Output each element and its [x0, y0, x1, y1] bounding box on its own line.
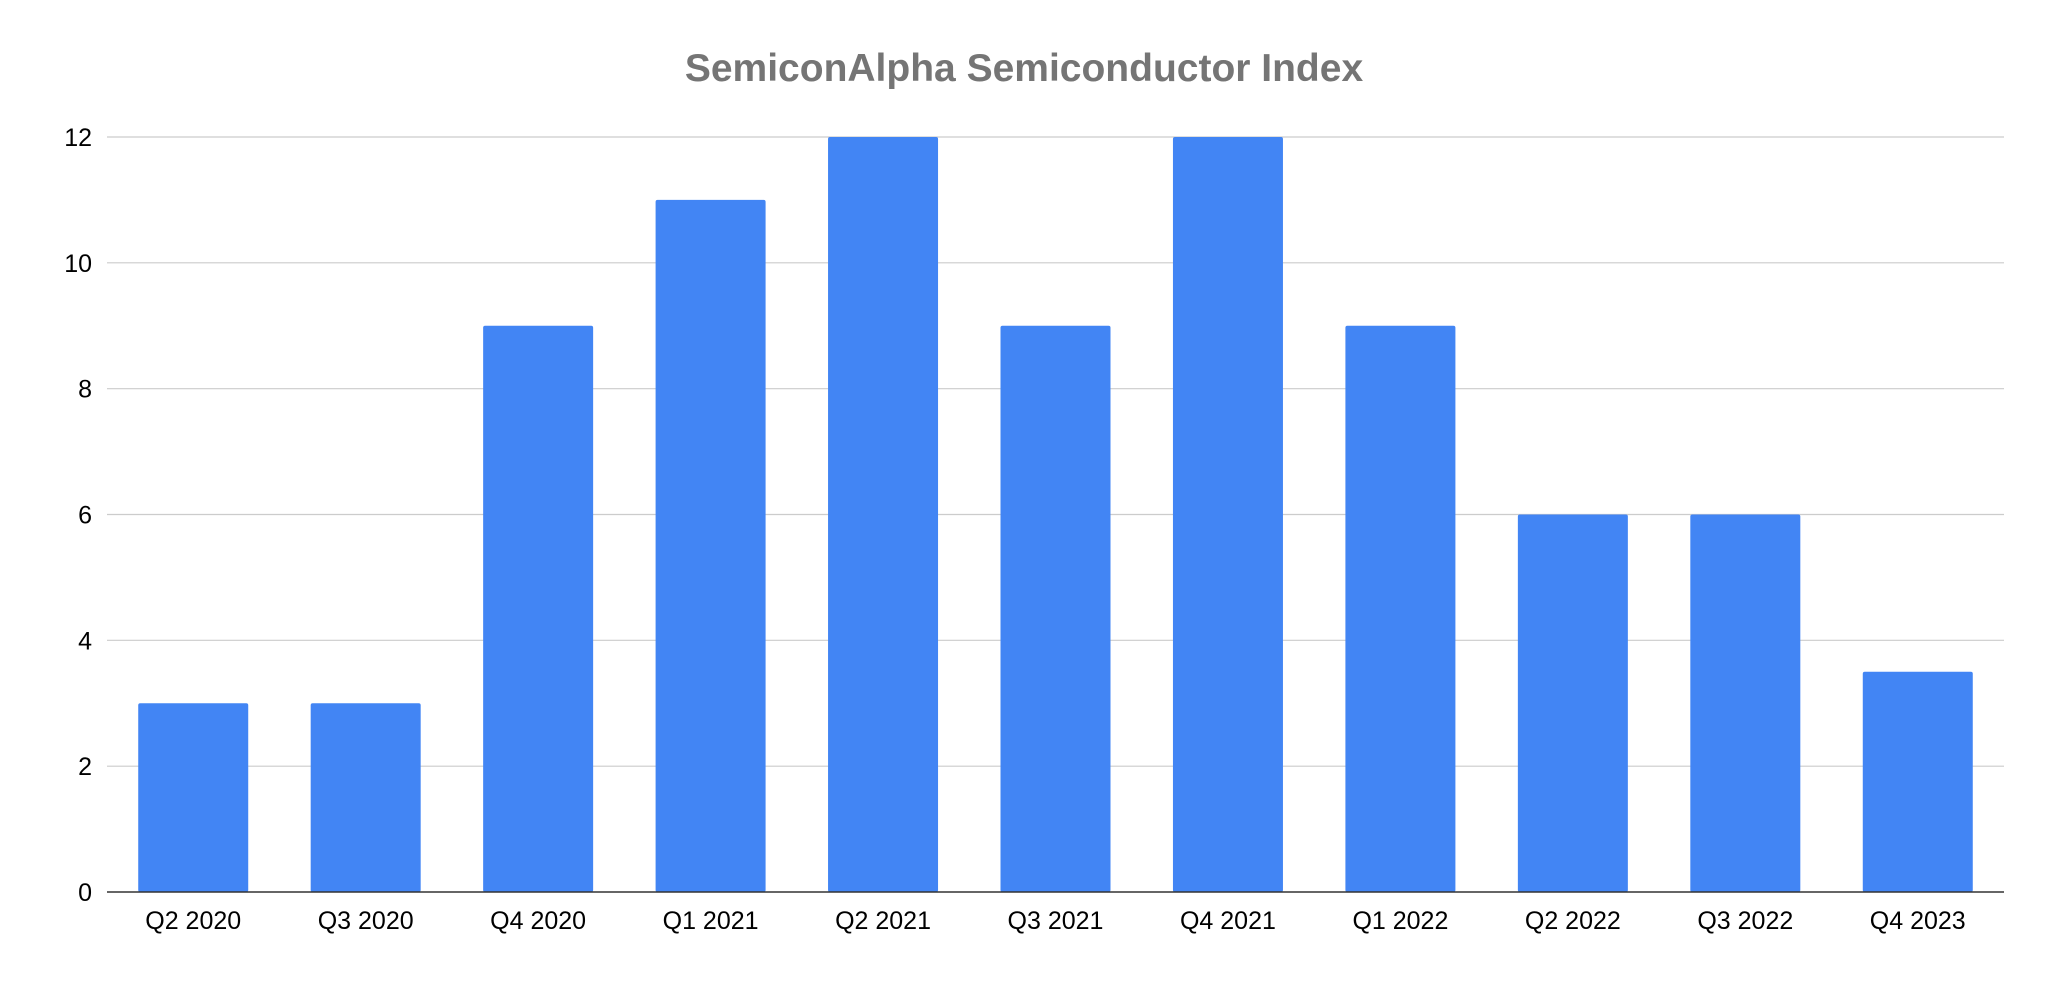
- bar[interactable]: [483, 325, 594, 892]
- x-tick-label: Q1 2022: [1352, 907, 1448, 935]
- y-tick-label: 12: [64, 124, 92, 152]
- y-axis-tick-labels: 0 2 4 6 8 10 12: [64, 124, 92, 907]
- chart-title: SemiconAlpha Semiconductor Index: [685, 47, 1364, 90]
- bar[interactable]: [655, 199, 766, 892]
- bar[interactable]: [1172, 137, 1283, 892]
- y-tick-label: 8: [78, 376, 92, 404]
- bar[interactable]: [1690, 514, 1801, 893]
- bar[interactable]: [138, 703, 249, 892]
- bar[interactable]: [1517, 514, 1628, 893]
- x-tick-label: Q4 2020: [490, 907, 586, 935]
- bar[interactable]: [310, 703, 421, 892]
- x-tick-label: Q2 2020: [145, 907, 241, 935]
- x-tick-label: Q2 2022: [1525, 907, 1621, 935]
- x-tick-label: Q3 2021: [1008, 907, 1104, 935]
- x-tick-label: Q3 2022: [1697, 907, 1793, 935]
- bar[interactable]: [1862, 671, 1973, 892]
- bar[interactable]: [1000, 325, 1111, 892]
- y-tick-label: 2: [78, 753, 92, 781]
- y-tick-label: 10: [64, 250, 92, 278]
- x-tick-label: Q1 2021: [663, 907, 759, 935]
- y-tick-label: 0: [78, 879, 92, 907]
- x-tick-label: Q4 2023: [1870, 907, 1966, 935]
- x-tick-label: Q4 2021: [1180, 907, 1276, 935]
- y-tick-label: 6: [78, 502, 92, 530]
- bar[interactable]: [828, 137, 939, 892]
- y-tick-label: 4: [78, 627, 92, 655]
- x-tick-label: Q3 2020: [318, 907, 414, 935]
- bar[interactable]: [1345, 325, 1456, 892]
- x-tick-label: Q2 2021: [835, 907, 931, 935]
- x-axis-tick-labels: Q2 2020 Q3 2020 Q4 2020 Q1 2021 Q2 2021 Q3 20…: [145, 907, 1965, 935]
- bars: [138, 137, 1973, 892]
